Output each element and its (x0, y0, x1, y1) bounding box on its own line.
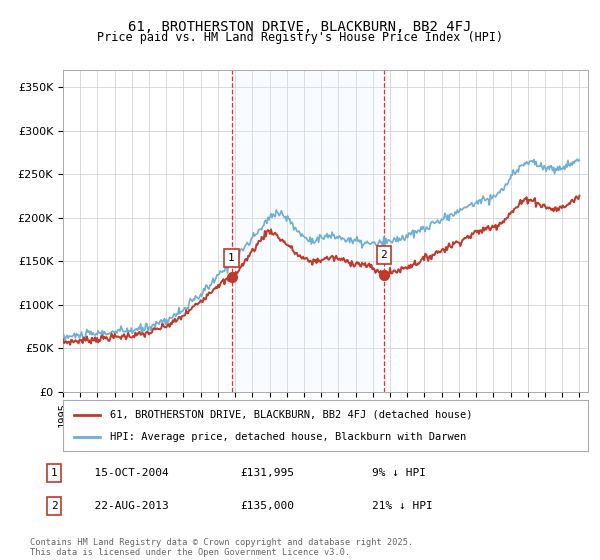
Text: HPI: Average price, detached house, Blackburn with Darwen: HPI: Average price, detached house, Blac… (110, 432, 467, 442)
Bar (232, 70, 384, 392)
Text: 2: 2 (380, 250, 387, 260)
Text: Price paid vs. HM Land Registry's House Price Index (HPI): Price paid vs. HM Land Registry's House … (97, 31, 503, 44)
Text: £135,000: £135,000 (240, 501, 294, 511)
Text: 2: 2 (50, 501, 58, 511)
Text: Contains HM Land Registry data © Crown copyright and database right 2025.
This d: Contains HM Land Registry data © Crown c… (30, 538, 413, 557)
Text: 61, BROTHERSTON DRIVE, BLACKBURN, BB2 4FJ (detached house): 61, BROTHERSTON DRIVE, BLACKBURN, BB2 4F… (110, 409, 473, 419)
Text: 21% ↓ HPI: 21% ↓ HPI (372, 501, 433, 511)
Text: 22-AUG-2013: 22-AUG-2013 (81, 501, 169, 511)
Text: 1: 1 (228, 253, 235, 263)
Text: £131,995: £131,995 (240, 468, 294, 478)
Text: 9% ↓ HPI: 9% ↓ HPI (372, 468, 426, 478)
Text: 1: 1 (50, 468, 58, 478)
Text: 61, BROTHERSTON DRIVE, BLACKBURN, BB2 4FJ: 61, BROTHERSTON DRIVE, BLACKBURN, BB2 4F… (128, 20, 472, 34)
Text: 15-OCT-2004: 15-OCT-2004 (81, 468, 169, 478)
